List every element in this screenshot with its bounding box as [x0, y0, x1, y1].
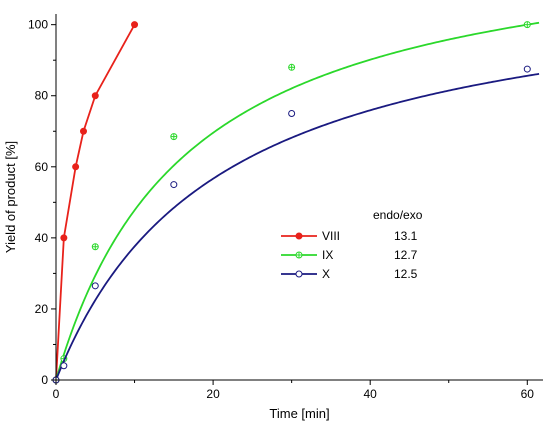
- axes: 0 20 40 60 0 20 40 60 80 100: [28, 14, 543, 401]
- x-tick-label: 40: [364, 387, 378, 401]
- data-point: [288, 63, 296, 71]
- y-tick-label: 60: [35, 160, 49, 174]
- legend-item-ix: IX 12.7: [281, 248, 418, 262]
- data-point: [60, 362, 68, 370]
- y-tick-label: 20: [35, 302, 49, 316]
- data-point: [288, 109, 296, 117]
- data-point: [295, 270, 303, 278]
- legend-item-x: X 12.5: [281, 267, 418, 281]
- legend: endo/exo VIII 13.1 IX 12.7 X 12.5: [281, 208, 423, 281]
- data-point: [91, 282, 99, 290]
- y-tick-label: 40: [35, 231, 49, 245]
- series-ix: [52, 21, 540, 384]
- y-tick-label: 0: [41, 373, 48, 387]
- legend-label: IX: [322, 248, 333, 262]
- series-line: [55, 21, 540, 381]
- legend-endo-exo-value: 12.5: [394, 267, 418, 281]
- x-tick-label: 0: [53, 387, 60, 401]
- y-axis-title: Yield of product [%]: [3, 141, 18, 253]
- legend-endo-exo-value: 13.1: [394, 229, 418, 243]
- data-point: [91, 92, 99, 100]
- x-tick-label: 20: [206, 387, 220, 401]
- legend-endo-exo-value: 12.7: [394, 248, 418, 262]
- data-point: [91, 243, 99, 251]
- data-point: [60, 234, 68, 242]
- data-point: [72, 163, 80, 171]
- plot-area: [52, 21, 540, 384]
- data-point: [295, 232, 303, 240]
- y-tick-label: 80: [35, 89, 49, 103]
- data-point: [523, 65, 531, 73]
- series-x: [52, 65, 540, 384]
- series-line: [55, 73, 540, 381]
- legend-header: endo/exo: [373, 208, 423, 222]
- data-point: [170, 133, 178, 141]
- legend-item-viii: VIII 13.1: [281, 229, 418, 243]
- series-viii: [52, 21, 139, 384]
- data-point: [131, 21, 139, 29]
- x-tick-label: 60: [521, 387, 535, 401]
- x-axis-title: Time [min]: [269, 406, 329, 421]
- legend-label: VIII: [322, 229, 340, 243]
- data-point: [170, 181, 178, 189]
- data-point: [79, 127, 87, 135]
- data-point: [523, 21, 531, 29]
- legend-label: X: [322, 267, 330, 281]
- data-point: [295, 251, 303, 259]
- y-tick-label: 100: [28, 18, 48, 32]
- series-line: [55, 24, 136, 381]
